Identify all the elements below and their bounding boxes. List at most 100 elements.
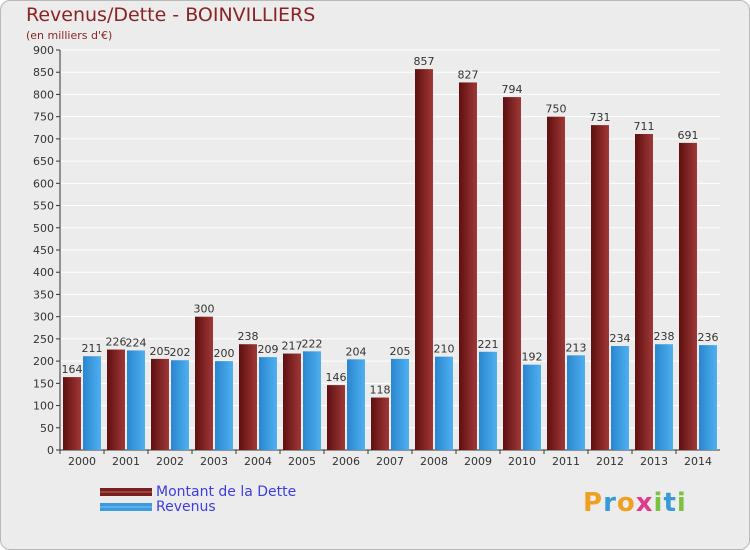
y-tick-label: 200	[33, 355, 54, 368]
data-label-revenus: 213	[566, 341, 587, 354]
y-tick-label: 700	[33, 133, 54, 146]
bar-revenus	[655, 344, 673, 450]
data-label-revenus: 234	[610, 332, 631, 345]
data-label-revenus: 202	[170, 346, 191, 359]
data-label-revenus: 205	[390, 345, 411, 358]
bar-dette	[459, 82, 477, 450]
y-tick-label: 800	[33, 88, 54, 101]
x-tick-label: 2007	[376, 455, 404, 468]
y-tick-label: 300	[33, 311, 54, 324]
data-label-dette: 750	[546, 103, 567, 116]
bar-revenus	[171, 360, 189, 450]
y-tick-label: 0	[47, 444, 54, 457]
data-label-dette: 794	[502, 83, 523, 96]
data-label-dette: 857	[414, 55, 435, 68]
data-label-dette: 164	[62, 363, 83, 376]
logo-letter: o	[616, 488, 636, 518]
chart-subtitle: (en milliers d'€)	[26, 29, 113, 42]
data-label-revenus: 211	[82, 342, 103, 355]
data-label-revenus: 210	[434, 343, 455, 356]
data-label-dette: 205	[150, 345, 171, 358]
x-tick-label: 2003	[200, 455, 228, 468]
x-tick-label: 2014	[684, 455, 712, 468]
y-tick-label: 600	[33, 177, 54, 190]
x-tick-label: 2006	[332, 455, 360, 468]
data-label-revenus: 222	[302, 337, 323, 350]
logo-letter: i	[653, 488, 664, 518]
bar-revenus	[259, 357, 277, 450]
data-label-dette: 300	[194, 303, 215, 316]
y-tick-label: 350	[33, 288, 54, 301]
y-tick-label: 450	[33, 244, 54, 257]
bar-dette	[547, 116, 565, 451]
data-label-dette: 691	[678, 129, 699, 142]
bar-revenus	[479, 351, 497, 450]
data-label-dette: 731	[590, 111, 611, 124]
y-tick-label: 100	[33, 400, 54, 413]
x-tick-label: 2002	[156, 455, 184, 468]
bar-dette	[327, 385, 345, 450]
bar-revenus	[83, 356, 101, 450]
bar-revenus	[611, 346, 629, 450]
chart-title: Revenus/Dette - BOINVILLIERS	[26, 4, 316, 26]
legend-swatch-revenus	[100, 503, 152, 511]
bar-dette	[195, 316, 213, 450]
bar-dette	[239, 344, 257, 450]
y-tick-label: 50	[40, 422, 54, 435]
y-tick-label: 500	[33, 222, 54, 235]
bar-revenus	[215, 361, 233, 450]
bar-revenus	[699, 345, 717, 450]
data-label-revenus: 204	[346, 345, 367, 358]
bar-revenus	[347, 359, 365, 450]
bar-revenus	[435, 356, 453, 450]
x-tick-label: 2008	[420, 455, 448, 468]
legend-label-dette: Montant de la Dette	[156, 484, 297, 500]
y-tick-label: 650	[33, 155, 54, 168]
data-label-dette: 118	[370, 384, 391, 397]
bar-dette	[371, 397, 389, 450]
data-label-revenus: 221	[478, 338, 499, 351]
y-tick-label: 850	[33, 66, 54, 79]
bar-dette	[107, 349, 125, 450]
bar-dette	[415, 69, 433, 450]
logo-letter: i	[676, 488, 687, 518]
bar-revenus	[391, 358, 409, 450]
y-tick-label: 900	[33, 44, 54, 57]
x-tick-label: 2009	[464, 455, 492, 468]
data-label-revenus: 238	[654, 330, 675, 343]
data-label-dette: 827	[458, 68, 479, 81]
x-tick-label: 2011	[552, 455, 580, 468]
logo-letter: P	[583, 488, 604, 518]
x-tick-label: 2012	[596, 455, 624, 468]
bar-dette	[503, 97, 521, 450]
bar-dette	[635, 134, 653, 450]
data-label-dette: 226	[106, 336, 127, 349]
bar-revenus	[523, 364, 541, 450]
data-label-dette: 711	[634, 120, 655, 133]
logo-letter: x	[635, 488, 654, 518]
data-label-revenus: 192	[522, 351, 543, 364]
data-label-dette: 217	[282, 340, 303, 353]
y-tick-label: 550	[33, 200, 54, 213]
x-tick-label: 2000	[68, 455, 96, 468]
data-label-revenus: 209	[258, 343, 279, 356]
bar-dette	[283, 353, 301, 450]
data-label-revenus: 224	[126, 336, 147, 349]
proxiti-logo: Proxiti	[583, 488, 687, 518]
legend-swatch-dette	[100, 488, 152, 496]
y-tick-label: 400	[33, 266, 54, 279]
bar-revenus	[127, 350, 145, 450]
data-label-revenus: 236	[698, 331, 719, 344]
bar-dette	[679, 142, 697, 450]
x-tick-label: 2005	[288, 455, 316, 468]
x-tick-label: 2004	[244, 455, 272, 468]
bar-dette	[151, 358, 169, 450]
legend-label-revenus: Revenus	[156, 499, 216, 515]
x-tick-label: 2001	[112, 455, 140, 468]
x-tick-label: 2013	[640, 455, 668, 468]
y-tick-label: 750	[33, 111, 54, 124]
bar-dette	[63, 377, 81, 450]
bar-dette	[591, 125, 609, 450]
data-label-dette: 238	[238, 330, 259, 343]
